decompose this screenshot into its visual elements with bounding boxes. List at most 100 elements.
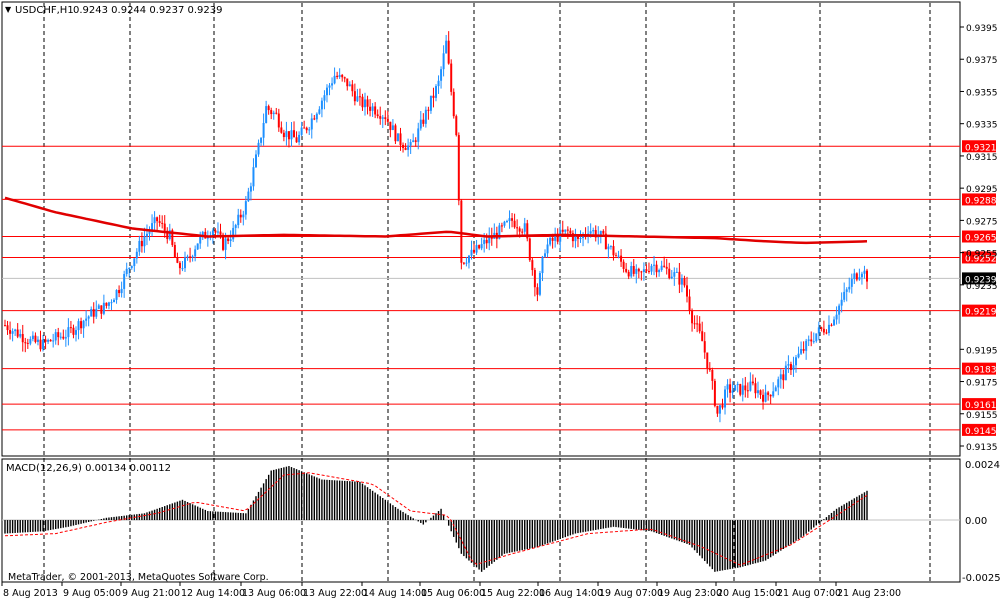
candle-body — [237, 214, 240, 226]
candle-body — [782, 374, 785, 381]
candle-body — [229, 239, 232, 241]
candle-body — [615, 255, 618, 257]
candle-body — [827, 324, 830, 333]
candle-body — [655, 264, 658, 273]
candle-body — [853, 273, 856, 280]
candle-body — [44, 339, 47, 342]
candle-body — [622, 261, 625, 269]
candle-body — [409, 142, 412, 146]
candle-body — [371, 106, 374, 111]
candle-body — [810, 339, 813, 342]
time-tick-label: 15 Aug 06:00 — [421, 588, 485, 599]
candle-body — [265, 106, 268, 123]
candle-body — [74, 330, 77, 335]
candle-body — [503, 221, 506, 226]
candle-body — [536, 287, 539, 295]
candle-body — [772, 391, 775, 397]
candle-body — [599, 230, 602, 236]
candle-body — [566, 229, 569, 231]
level-price-badge — [962, 230, 996, 243]
candle-body — [69, 327, 72, 329]
candle-body — [508, 218, 511, 222]
candle-body — [741, 385, 744, 395]
candle-body — [538, 273, 541, 295]
candle-body — [54, 332, 57, 341]
candle-body — [325, 87, 328, 96]
candle-body — [138, 240, 141, 252]
candle-body — [331, 83, 334, 86]
candle-body — [620, 255, 623, 262]
candle-body — [462, 262, 465, 264]
candle-body — [290, 130, 293, 140]
time-axis: 8 Aug 2013 9 Aug 05:00 9 Aug 21:00 12 Aug 1… — [1, 582, 901, 599]
candle-body — [440, 69, 443, 81]
time-tick-label: 21 Aug 07:00 — [777, 588, 841, 599]
candle-body — [24, 342, 27, 344]
candle-body — [308, 129, 311, 131]
candle-body — [713, 380, 716, 406]
macd-axis-zero: 0.00 — [965, 516, 987, 527]
candle-body — [118, 290, 121, 294]
candle-body — [328, 85, 331, 88]
candle-body — [42, 339, 45, 350]
time-tick-label: 19 Aug 23:00 — [658, 588, 722, 599]
candle-body — [800, 349, 803, 354]
candle-body — [171, 230, 174, 245]
candle-body — [176, 257, 179, 263]
candle-body — [270, 110, 273, 115]
candle-body — [777, 379, 780, 388]
candle-body — [473, 249, 476, 253]
horizontal-levels[interactable]: 0.9321 0.9288 0.9265 0.9252 0.9219 0.9183 0.91… — [2, 140, 997, 437]
candle-body — [128, 267, 131, 269]
level-price-label: 0.9321 — [965, 143, 997, 153]
candle-body — [161, 222, 164, 224]
candle-body — [571, 233, 574, 242]
candle-body — [587, 233, 590, 235]
candle-body — [82, 320, 85, 329]
candle-body — [627, 271, 630, 277]
candle-body — [374, 106, 377, 115]
candle-body — [211, 230, 214, 237]
candle-body — [731, 390, 734, 393]
candle-body — [762, 394, 765, 402]
candle-body — [6, 325, 9, 331]
candle-body — [511, 218, 514, 221]
candle-body — [163, 223, 166, 231]
candle-body — [222, 234, 225, 250]
candle-body — [795, 357, 798, 366]
candle-body — [820, 327, 823, 329]
candle-body — [47, 339, 50, 342]
candle-body — [244, 201, 247, 215]
level-price-label: 0.9288 — [965, 196, 997, 206]
candle-body — [62, 336, 65, 339]
candle-body — [640, 271, 643, 273]
candle-body — [178, 262, 181, 269]
candle-body — [77, 321, 80, 331]
candle-body — [194, 249, 197, 257]
candle-body — [287, 131, 290, 140]
candle-body — [564, 229, 567, 232]
candle-body — [729, 384, 732, 393]
candle-body — [295, 137, 298, 143]
candle-body — [338, 74, 341, 78]
candle-body — [734, 385, 737, 391]
candle-body — [333, 75, 336, 84]
candle-body — [29, 339, 32, 344]
candle-body — [858, 277, 861, 280]
level-price-badge — [962, 304, 996, 317]
candle-body — [544, 253, 547, 257]
candle-body — [100, 305, 103, 314]
candle-body — [721, 405, 724, 408]
candle-body — [838, 305, 841, 315]
candle-body — [726, 384, 729, 390]
candle-body — [80, 321, 83, 329]
dropdown-arrow-icon[interactable]: ▼ — [5, 5, 12, 14]
candle-body — [759, 390, 762, 395]
candle-body — [16, 329, 19, 337]
candle-body — [513, 220, 516, 228]
level-price-label: 0.9145 — [965, 427, 997, 437]
candle-body — [168, 230, 171, 240]
candle-body — [379, 116, 382, 119]
candle-body — [348, 84, 351, 87]
